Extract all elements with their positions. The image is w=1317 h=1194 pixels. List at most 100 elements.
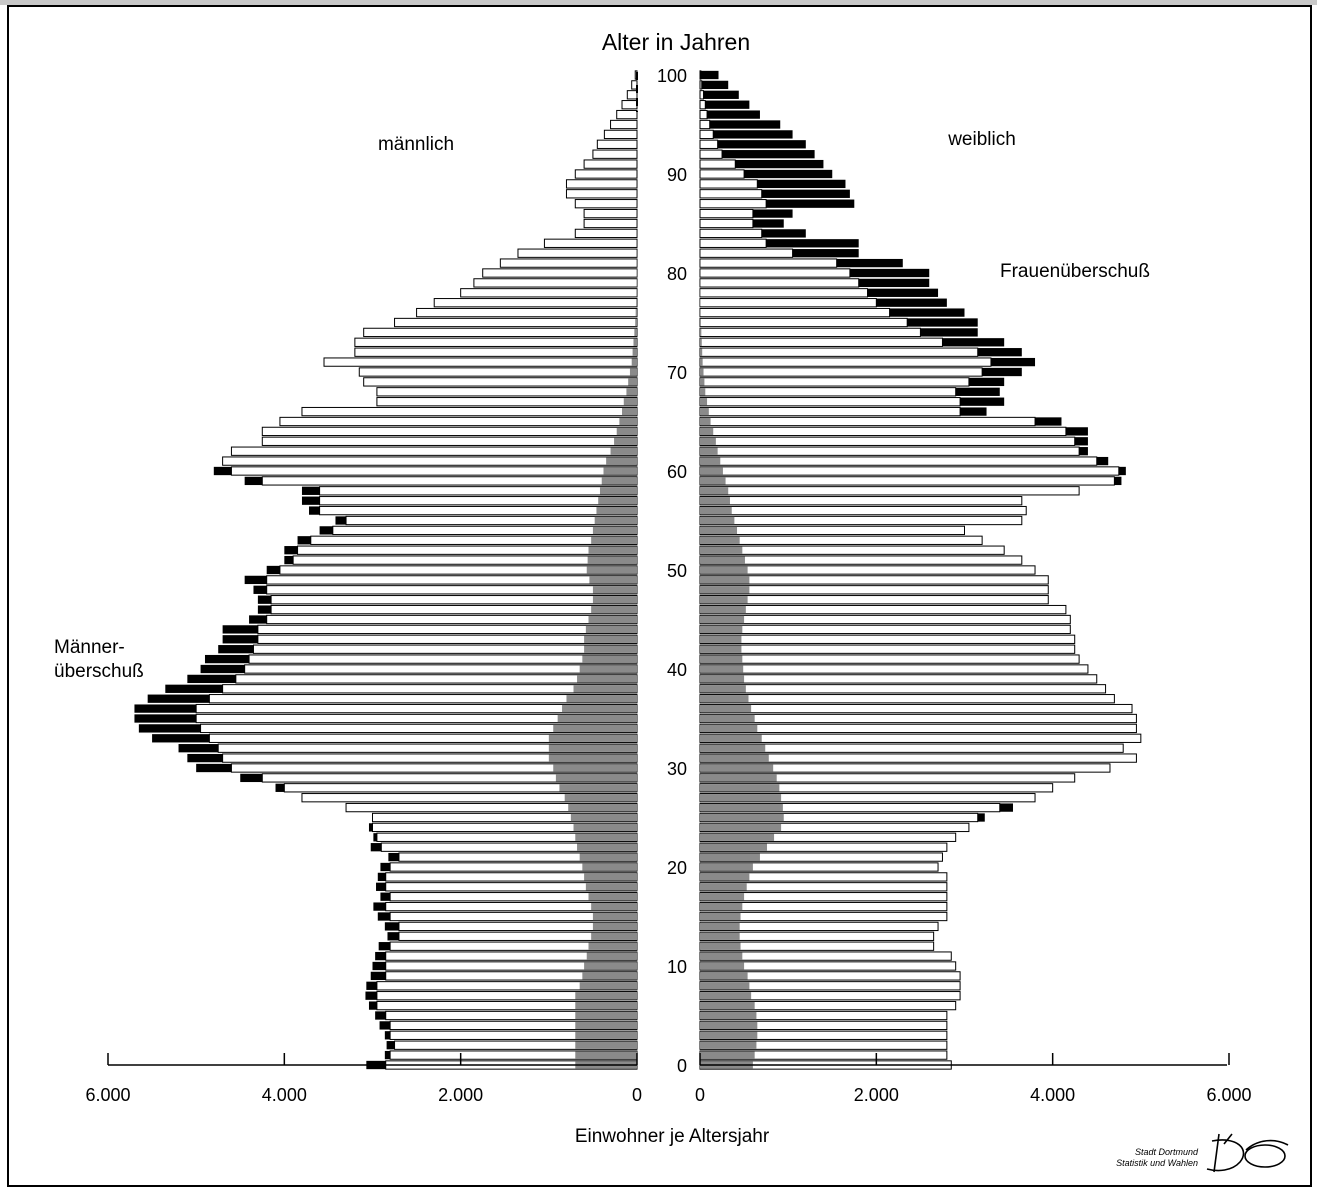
male-bar	[376, 397, 638, 407]
x-tick-label-right: 2.000	[854, 1085, 899, 1105]
male-foreign-bar	[635, 308, 637, 317]
female-foreign-bar	[700, 685, 746, 693]
male-surplus-bar	[187, 753, 223, 763]
male-foreign-bar	[548, 744, 637, 752]
male-bar	[230, 446, 638, 456]
male-foreign-bar	[573, 823, 637, 832]
male-foreign-bar	[577, 843, 637, 851]
female-surplus-bar	[999, 803, 1013, 812]
female-bar	[699, 159, 736, 169]
female-foreign-bar	[700, 1011, 757, 1020]
female-bar	[699, 268, 851, 278]
male-foreign-bar	[588, 893, 637, 901]
female-foreign-bar	[700, 784, 780, 792]
female-foreign-bar	[700, 932, 740, 940]
male-bar	[460, 288, 638, 298]
female-bar	[699, 674, 1098, 684]
female-bar	[699, 684, 1107, 694]
x-tick-label-left: 4.000	[262, 1085, 307, 1105]
female-bar	[699, 505, 1027, 516]
male-bar	[345, 515, 638, 526]
male-surplus-bar	[204, 654, 250, 664]
y-tick-label: 10	[667, 957, 687, 977]
male-surplus-bar	[244, 476, 263, 486]
male-foreign-bar	[616, 427, 637, 436]
male-surplus-bar	[375, 1011, 386, 1020]
female-surplus-bar	[858, 278, 930, 288]
female-foreign-bar	[700, 665, 744, 673]
female-surplus-bar	[1096, 456, 1109, 466]
female-foreign-bar	[700, 318, 701, 327]
male-bar	[261, 476, 638, 486]
male-foreign-bar	[555, 774, 637, 782]
female-bar	[699, 535, 983, 545]
male-bar	[626, 90, 638, 100]
male-foreign-bar	[635, 318, 637, 327]
female-foreign-bar	[700, 1051, 755, 1059]
male-foreign-bar	[626, 388, 637, 396]
male-surplus-bar	[244, 575, 267, 585]
male-foreign-bar	[582, 972, 637, 980]
female-foreign-bar	[700, 754, 769, 762]
male-bars	[134, 70, 638, 1070]
male-bar	[482, 268, 638, 278]
y-tick-label: 100	[657, 66, 687, 86]
female-foreign-bar	[700, 348, 703, 356]
male-foreign-bar	[585, 883, 637, 891]
female-bar	[699, 169, 745, 179]
female-bar	[699, 694, 1115, 704]
male-foreign-bar	[603, 467, 637, 475]
male-foreign-bar	[606, 457, 637, 465]
male-bar	[517, 248, 638, 258]
female-foreign-bar	[700, 764, 774, 772]
female-bar	[699, 189, 763, 199]
female-bar	[699, 149, 723, 159]
male-surplus-bar	[301, 496, 320, 505]
female-surplus-bar	[920, 328, 978, 337]
male-surplus-bar	[257, 595, 272, 604]
male-surplus-bar	[388, 852, 399, 862]
male-surplus-bar	[378, 942, 391, 951]
female-foreign-bar	[700, 695, 749, 703]
female-bar	[699, 228, 763, 239]
female-surplus-bar	[876, 298, 947, 307]
male-surplus-bar	[218, 645, 254, 654]
male-surplus-bar	[365, 991, 377, 1000]
male-foreign-bar	[584, 645, 637, 653]
male-foreign-bar	[596, 506, 637, 515]
male-foreign-bar	[575, 833, 637, 841]
male-surplus-bar	[253, 585, 267, 594]
male-bar	[358, 367, 638, 377]
female-surplus-bar	[960, 397, 1005, 406]
male-surplus-bar	[284, 555, 294, 565]
male-bar	[565, 189, 638, 199]
male-bar	[310, 535, 638, 545]
male-bar	[583, 218, 638, 229]
female-bar	[699, 238, 767, 248]
female-bar	[699, 367, 983, 377]
female-foreign-bar	[700, 1001, 755, 1010]
female-surplus-bar	[836, 258, 903, 268]
male-bar	[261, 436, 638, 446]
male-surplus-bar	[152, 734, 210, 743]
male-bar	[394, 317, 638, 328]
female-surplus-label: Frauenüberschuß	[1000, 261, 1150, 282]
female-foreign-bar	[700, 407, 709, 416]
female-foreign-bar	[700, 704, 752, 713]
female-bar	[699, 406, 961, 417]
female-surplus-bar	[766, 239, 859, 248]
female-foreign-bar	[700, 477, 726, 485]
male-foreign-bar	[629, 368, 637, 376]
male-foreign-bar	[570, 813, 637, 822]
do-logo-icon	[1206, 1133, 1289, 1173]
female-bar	[699, 248, 794, 258]
male-bar	[301, 406, 638, 417]
female-foreign-bar	[700, 586, 750, 594]
female-bar	[699, 90, 705, 100]
female-bar	[699, 565, 1036, 575]
male-surplus-bar	[379, 1021, 391, 1030]
x-tick-label-left: 2.000	[438, 1085, 483, 1105]
male-bar	[354, 347, 638, 357]
male-surplus-bar	[380, 862, 391, 872]
male-surplus-label-line2: überschuß	[54, 661, 144, 682]
